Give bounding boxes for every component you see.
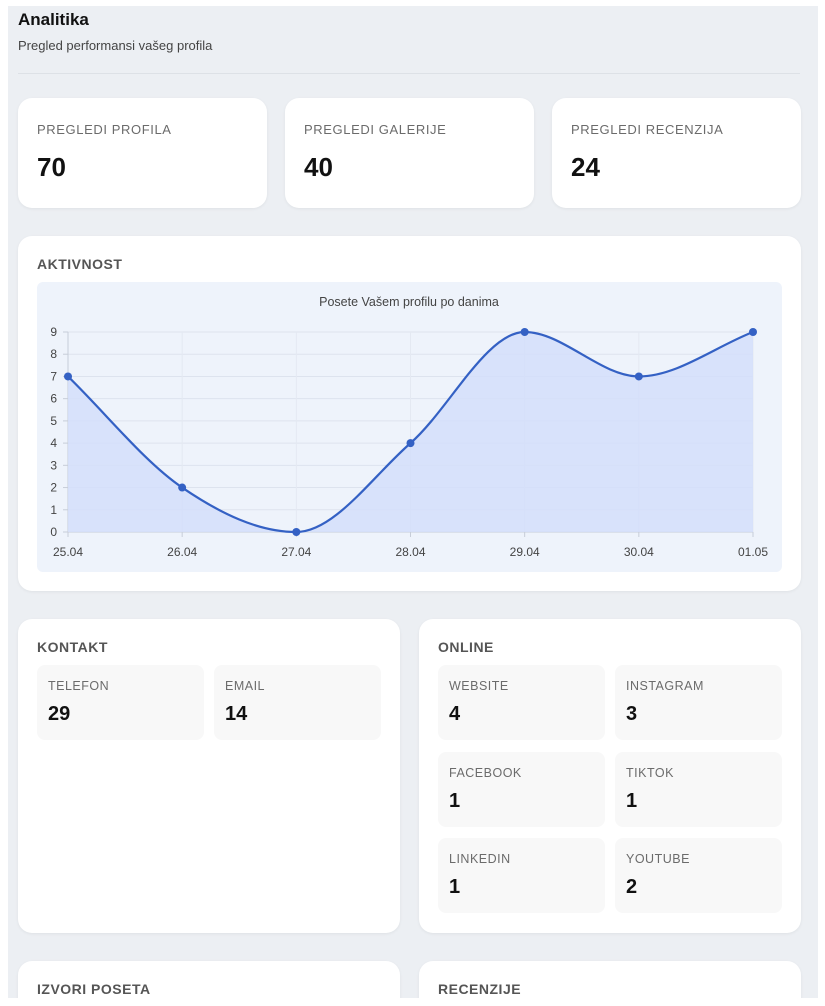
y-tick-label: 0 bbox=[50, 525, 57, 539]
x-tick-label: 30.04 bbox=[624, 545, 654, 559]
page-subtitle: Pregled performansi vašeg profila bbox=[18, 38, 213, 53]
data-point bbox=[292, 528, 301, 536]
data-point bbox=[64, 372, 72, 381]
y-tick-label: 5 bbox=[50, 414, 57, 428]
x-tick-label: 25.04 bbox=[53, 545, 83, 559]
online-tile-tiktok: TIKTOK 1 bbox=[615, 752, 782, 827]
y-tick-label: 3 bbox=[50, 458, 57, 472]
reviews-section-title: RECENZIJE bbox=[438, 981, 522, 997]
tile-label: LINKEDIN bbox=[449, 852, 511, 866]
tile-value: 1 bbox=[626, 790, 638, 812]
tile-label: WEBSITE bbox=[449, 679, 509, 693]
tile-label: FACEBOOK bbox=[449, 766, 522, 780]
tile-value: 2 bbox=[626, 876, 638, 898]
activity-card: AKTIVNOST Posete Vašem profilu po danima… bbox=[18, 236, 801, 591]
online-card: ONLINE WEBSITE 4 INSTAGRAM 3 FACEBOOK 1 … bbox=[419, 619, 801, 933]
activity-chart-svg: Posete Vašem profilu po danima 0 1 2 3 4 5 6 7 8… bbox=[50, 295, 768, 559]
sources-section-title: IZVORI POSETA bbox=[37, 981, 151, 997]
activity-section-title: AKTIVNOST bbox=[37, 256, 123, 272]
x-tick-label: 27.04 bbox=[281, 545, 311, 559]
y-tick-label: 9 bbox=[50, 325, 57, 339]
tile-value: 14 bbox=[225, 703, 248, 725]
stat-card-profile-views: PREGLEDI PROFILA 70 bbox=[18, 98, 267, 208]
data-point bbox=[178, 483, 187, 492]
stat-value: 70 bbox=[37, 152, 66, 182]
online-tile-facebook: FACEBOOK 1 bbox=[438, 752, 605, 827]
analytics-page: Analitika Pregled performansi vašeg prof… bbox=[8, 6, 818, 998]
tile-label: TELEFON bbox=[48, 679, 110, 693]
data-point bbox=[749, 328, 757, 336]
x-tick-label: 26.04 bbox=[167, 545, 197, 559]
activity-chart: Posete Vašem profilu po danima 0 1 2 3 4 5 6 7 8… bbox=[37, 282, 782, 572]
stat-label: PREGLEDI RECENZIJA bbox=[571, 122, 724, 137]
online-tile-instagram: INSTAGRAM 3 bbox=[615, 665, 782, 740]
x-tick-label: 29.04 bbox=[510, 545, 540, 559]
tile-label: YOUTUBE bbox=[626, 852, 690, 866]
stat-label: PREGLEDI GALERIJE bbox=[304, 122, 447, 137]
data-point bbox=[634, 372, 643, 381]
online-tile-youtube: YOUTUBE 2 bbox=[615, 838, 782, 913]
reviews-card: RECENZIJE bbox=[419, 961, 801, 998]
y-tick-label: 4 bbox=[50, 436, 57, 450]
y-tick-label: 2 bbox=[50, 481, 57, 495]
series-area bbox=[68, 332, 753, 532]
tile-label: EMAIL bbox=[225, 679, 266, 693]
contact-section-title: KONTAKT bbox=[37, 639, 108, 655]
y-tick-label: 7 bbox=[50, 369, 57, 383]
online-tile-linkedin: LINKEDIN 1 bbox=[438, 838, 605, 913]
page-title: Analitika bbox=[18, 10, 89, 29]
tile-value: 1 bbox=[449, 876, 461, 898]
tile-value: 29 bbox=[48, 703, 71, 725]
tile-value: 4 bbox=[449, 703, 461, 725]
stat-label: PREGLEDI PROFILA bbox=[37, 122, 172, 137]
data-point bbox=[520, 328, 529, 336]
y-tick-label: 8 bbox=[50, 347, 57, 361]
online-tile-website: WEBSITE 4 bbox=[438, 665, 605, 740]
stat-card-gallery-views: PREGLEDI GALERIJE 40 bbox=[285, 98, 534, 208]
tile-value: 1 bbox=[449, 790, 461, 812]
tile-label: TIKTOK bbox=[626, 766, 674, 780]
contact-tile-phone: TELEFON 29 bbox=[37, 665, 204, 740]
stat-value: 24 bbox=[571, 152, 600, 182]
data-point bbox=[406, 439, 415, 448]
x-tick-label: 28.04 bbox=[395, 545, 425, 559]
tile-value: 3 bbox=[626, 703, 638, 725]
page-header: Analitika Pregled performansi vašeg prof… bbox=[18, 10, 800, 74]
sources-card: IZVORI POSETA bbox=[18, 961, 400, 998]
tile-label: INSTAGRAM bbox=[626, 679, 704, 693]
x-tick-label: 01.05 bbox=[738, 545, 768, 559]
online-section-title: ONLINE bbox=[438, 639, 494, 655]
y-tick-label: 6 bbox=[50, 392, 57, 406]
chart-title: Posete Vašem profilu po danima bbox=[319, 295, 499, 309]
stat-value: 40 bbox=[304, 152, 333, 182]
contact-card: KONTAKT TELEFON 29 EMAIL 14 bbox=[18, 619, 400, 933]
contact-tile-email: EMAIL 14 bbox=[214, 665, 381, 740]
stat-card-review-views: PREGLEDI RECENZIJA 24 bbox=[552, 98, 801, 208]
y-tick-label: 1 bbox=[50, 503, 57, 517]
